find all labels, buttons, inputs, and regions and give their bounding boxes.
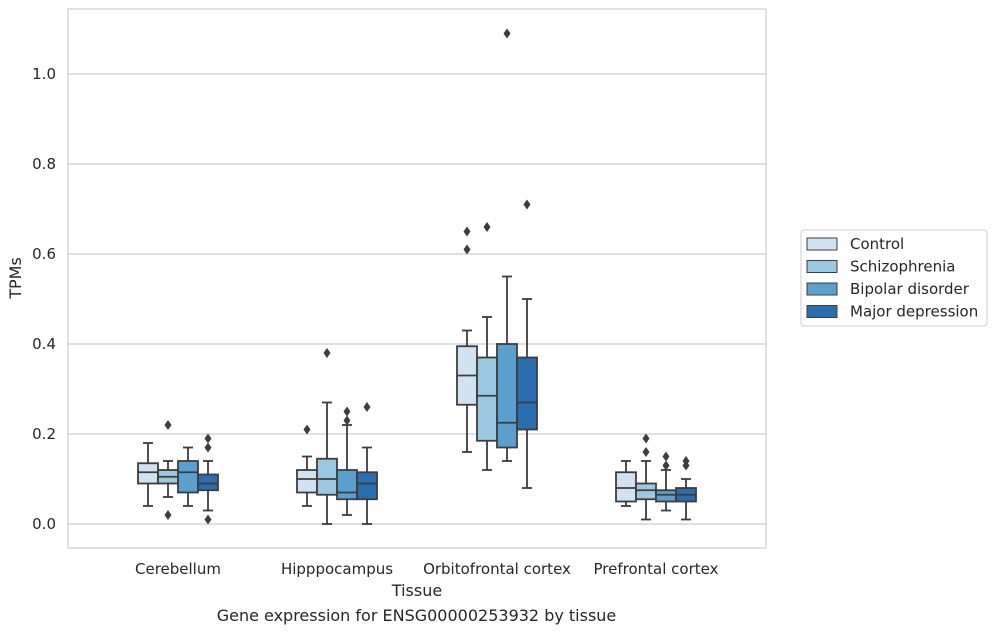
outlier-point: [662, 460, 670, 471]
x-tick-label: Cerebellum: [135, 560, 221, 578]
x-axis-label: Tissue: [391, 581, 442, 600]
box-iqr: [296, 469, 318, 494]
box-major-depression: [356, 402, 378, 525]
plot-area-frame: [67, 8, 767, 549]
legend-frame: [800, 229, 988, 327]
y-tick-label: 0.0: [32, 515, 56, 533]
legend-label: Control: [850, 235, 904, 253]
box-iqr: [516, 356, 538, 431]
y-tick-labels: 0.0 0.2 0.4 0.6 0.8 1.0: [32, 65, 56, 533]
box-iqr: [197, 473, 219, 492]
box-iqr: [655, 489, 677, 503]
outlier-point: [463, 226, 471, 237]
box-iqr: [356, 471, 378, 501]
legend-swatch: [806, 282, 838, 296]
outlier-point: [642, 433, 650, 444]
outlier-point: [343, 406, 351, 417]
box-bipolar-disorder: [177, 446, 199, 507]
outlier-point: [323, 348, 331, 358]
outlier-point: [204, 433, 212, 444]
box-plot-series: [137, 28, 697, 525]
outlier-point: [503, 28, 511, 39]
box-control: [615, 460, 637, 507]
box-schizophrenia: [157, 420, 179, 520]
box-iqr: [137, 462, 159, 485]
legend-label: Bipolar disorder: [850, 280, 970, 298]
box-schizophrenia: [316, 348, 338, 525]
x-tick-label: Orbitofrontal cortex: [423, 560, 571, 578]
box-control: [296, 424, 318, 507]
legend-label: Major depression: [850, 303, 978, 321]
box-major-depression: [197, 433, 219, 525]
x-tick-label: Hipppocampus: [281, 560, 393, 578]
outlier-point: [682, 456, 690, 466]
y-tick-label: 1.0: [32, 65, 56, 83]
outlier-point: [204, 514, 212, 525]
box-bipolar-disorder: [336, 406, 358, 516]
legend-label: Schizophrenia: [850, 258, 955, 276]
box-iqr: [615, 471, 637, 503]
box-iqr: [316, 457, 338, 496]
box-major-depression: [516, 199, 538, 489]
y-tick-label: 0.6: [32, 245, 56, 263]
box-bipolar-disorder: [655, 451, 677, 512]
x-tick-labels: Cerebellum Hipppocampus Orbitofrontal cort…: [135, 560, 719, 578]
outlier-point: [463, 244, 471, 255]
outlier-point: [343, 415, 351, 426]
box-iqr: [336, 469, 358, 501]
y-tick-label: 0.2: [32, 425, 56, 443]
box-bipolar-disorder: [496, 28, 518, 462]
outlier-point: [363, 402, 371, 412]
x-tick-label: Prefrontal cortex: [594, 560, 719, 578]
box-schizophrenia: [476, 222, 498, 471]
figure-caption: Gene expression for ENSG00000253932 by t…: [216, 606, 617, 625]
box-control: [456, 226, 478, 453]
legend-swatch: [806, 260, 838, 273]
y-tick-label: 0.4: [32, 335, 56, 353]
y-axis-label: TPMs: [6, 257, 25, 300]
box-iqr: [496, 343, 518, 449]
y-tick-label: 0.8: [32, 155, 56, 173]
legend-swatch: [806, 237, 838, 251]
outlier-point: [483, 222, 491, 232]
outlier-point: [164, 510, 172, 520]
y-gridlines: [68, 73, 766, 525]
outlier-point: [303, 424, 311, 435]
box-iqr: [476, 356, 498, 442]
box-iqr: [177, 460, 199, 494]
legend-swatch: [806, 305, 838, 318]
box-schizophrenia: [635, 433, 657, 521]
outlier-point: [642, 447, 650, 457]
box-control: [137, 442, 159, 507]
box-major-depression: [675, 456, 697, 521]
outlier-point: [662, 451, 670, 462]
outlier-point: [204, 442, 212, 453]
box-iqr: [635, 482, 657, 501]
outlier-point: [523, 199, 531, 210]
legend: Control Schizophrenia Bipolar disorder Majo…: [800, 229, 988, 327]
outlier-point: [164, 420, 172, 430]
